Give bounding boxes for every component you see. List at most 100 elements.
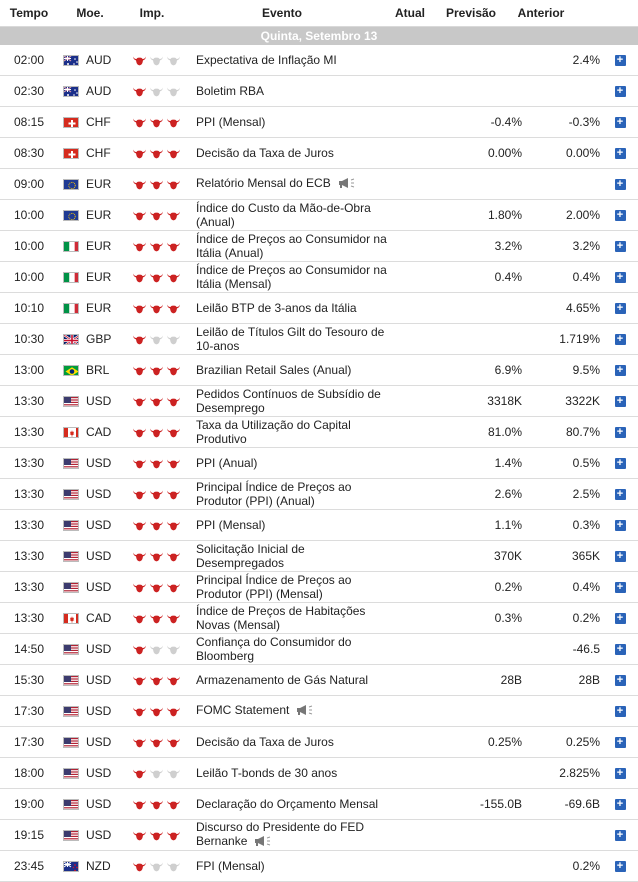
event-name[interactable]: Principal Índice de Preços ao Produtor (… — [192, 573, 396, 601]
event-name-text[interactable]: Brazilian Retail Sales (Anual) — [196, 363, 351, 377]
event-name-text[interactable]: Armazenamento de Gás Natural — [196, 673, 368, 687]
event-name[interactable]: Confiança do Consumidor do Bloomberg — [192, 635, 396, 663]
add-alert-plus-icon[interactable]: + — [615, 644, 626, 655]
event-name-text[interactable]: Expectativa de Inflação MI — [196, 53, 337, 67]
add-alert-plus-icon[interactable]: + — [615, 241, 626, 252]
add-alert-plus-icon[interactable]: + — [615, 768, 626, 779]
event-name-text[interactable]: Pedidos Contínuos de Subsídio de Desempr… — [196, 387, 381, 415]
event-name[interactable]: Decisão da Taxa de Juros — [192, 735, 396, 749]
event-name[interactable]: Pedidos Contínuos de Subsídio de Desempr… — [192, 387, 396, 415]
event-name-text[interactable]: Taxa da Utilização do Capital Produtivo — [196, 418, 351, 446]
event-name[interactable]: Leilão de Títulos Gilt do Tesouro de 10-… — [192, 325, 396, 353]
event-name[interactable]: PPI (Mensal) — [192, 518, 396, 532]
event-name-text[interactable]: Leilão T-bonds de 30 anos — [196, 766, 337, 780]
event-name-text[interactable]: Confiança do Consumidor do Bloomberg — [196, 635, 351, 663]
event-name-text[interactable]: Leilão BTP de 3-anos da Itália — [196, 301, 357, 315]
event-name[interactable]: PPI (Mensal) — [192, 115, 396, 129]
event-name[interactable]: Declaração do Orçamento Mensal — [192, 797, 396, 811]
event-name-text[interactable]: Índice de Preços de Habitações Novas (Me… — [196, 604, 365, 632]
event-name-text[interactable]: Declaração do Orçamento Mensal — [196, 797, 378, 811]
event-name-text[interactable]: Decisão da Taxa de Juros — [196, 146, 334, 160]
add-alert-plus-icon[interactable]: + — [615, 706, 626, 717]
add-alert-plus-icon[interactable]: + — [615, 334, 626, 345]
event-name-text[interactable]: Principal Índice de Preços ao Produtor (… — [196, 573, 351, 601]
add-alert-plus-icon[interactable]: + — [615, 582, 626, 593]
add-alert-plus-icon[interactable]: + — [615, 396, 626, 407]
add-alert-plus-icon[interactable]: + — [615, 861, 626, 872]
add-alert-plus-icon[interactable]: + — [615, 520, 626, 531]
add-alert-plus-icon[interactable]: + — [615, 365, 626, 376]
event-name-text[interactable]: PPI (Mensal) — [196, 518, 265, 532]
event-name[interactable]: Leilão T-bonds de 30 anos — [192, 766, 396, 780]
add-alert-plus-icon[interactable]: + — [615, 489, 626, 500]
add-alert-plus-icon[interactable]: + — [615, 55, 626, 66]
add-alert-plus-icon[interactable]: + — [615, 303, 626, 314]
event-name[interactable]: Expectativa de Inflação MI — [192, 53, 396, 67]
event-name[interactable]: Relatório Mensal do ECB — [192, 176, 396, 191]
add-alert-plus-icon[interactable]: + — [615, 179, 626, 190]
add-alert-plus-icon[interactable]: + — [615, 272, 626, 283]
add-alert-plus-icon[interactable]: + — [615, 427, 626, 438]
event-name-text[interactable]: PPI (Mensal) — [196, 115, 265, 129]
event-name[interactable]: PPI (Anual) — [192, 456, 396, 470]
event-name-text[interactable]: Principal Índice de Preços ao Produtor (… — [196, 480, 351, 508]
event-name[interactable]: Leilão BTP de 3-anos da Itália — [192, 301, 396, 315]
event-name-text[interactable]: FPI (Mensal) — [196, 859, 265, 873]
event-name[interactable]: Índice do Custo da Mão-de-Obra (Anual) — [192, 201, 396, 229]
event-name-text[interactable]: Solicitação Inicial de Desempregados — [196, 542, 305, 570]
event-name[interactable]: Discurso do Presidente do FED Bernanke — [192, 820, 396, 849]
add-alert-plus-icon[interactable]: + — [615, 799, 626, 810]
event-name[interactable]: Brazilian Retail Sales (Anual) — [192, 363, 396, 377]
add-alert-plus-icon[interactable]: + — [615, 458, 626, 469]
event-name-text[interactable]: PPI (Anual) — [196, 456, 257, 470]
add-alert-plus-icon[interactable]: + — [615, 86, 626, 97]
event-name[interactable]: Solicitação Inicial de Desempregados — [192, 542, 396, 570]
add-alert-plus-icon[interactable]: + — [615, 148, 626, 159]
add-alert-plus-icon[interactable]: + — [615, 737, 626, 748]
event-name[interactable]: Taxa da Utilização do Capital Produtivo — [192, 418, 396, 446]
add-alert-plus-icon[interactable]: + — [615, 613, 626, 624]
event-name[interactable]: Boletim RBA — [192, 84, 396, 98]
event-name-text[interactable]: Boletim RBA — [196, 84, 264, 98]
event-name-text[interactable]: Índice de Preços ao Consumidor na Itália… — [196, 232, 387, 260]
event-name[interactable]: FPI (Mensal) — [192, 859, 396, 873]
event-name[interactable]: Índice de Preços de Habitações Novas (Me… — [192, 604, 396, 632]
event-name-text[interactable]: Índice do Custo da Mão-de-Obra (Anual) — [196, 201, 371, 229]
event-name-text[interactable]: Decisão da Taxa de Juros — [196, 735, 334, 749]
event-name[interactable]: Principal Índice de Preços ao Produtor (… — [192, 480, 396, 508]
event-name-text[interactable]: Discurso do Presidente do FED Bernanke — [196, 820, 364, 848]
event-name-text[interactable]: Índice de Preços ao Consumidor na Itália… — [196, 263, 387, 291]
event-name[interactable]: Armazenamento de Gás Natural — [192, 673, 396, 687]
event-name[interactable]: Decisão da Taxa de Juros — [192, 146, 396, 160]
event-name-text[interactable]: Relatório Mensal do ECB — [196, 176, 331, 190]
event-name[interactable]: Índice de Preços ao Consumidor na Itália… — [192, 232, 396, 260]
event-name-text[interactable]: Leilão de Títulos Gilt do Tesouro de 10-… — [196, 325, 384, 353]
add-alert-plus-icon[interactable]: + — [615, 551, 626, 562]
add-alert-plus-icon[interactable]: + — [615, 830, 626, 841]
